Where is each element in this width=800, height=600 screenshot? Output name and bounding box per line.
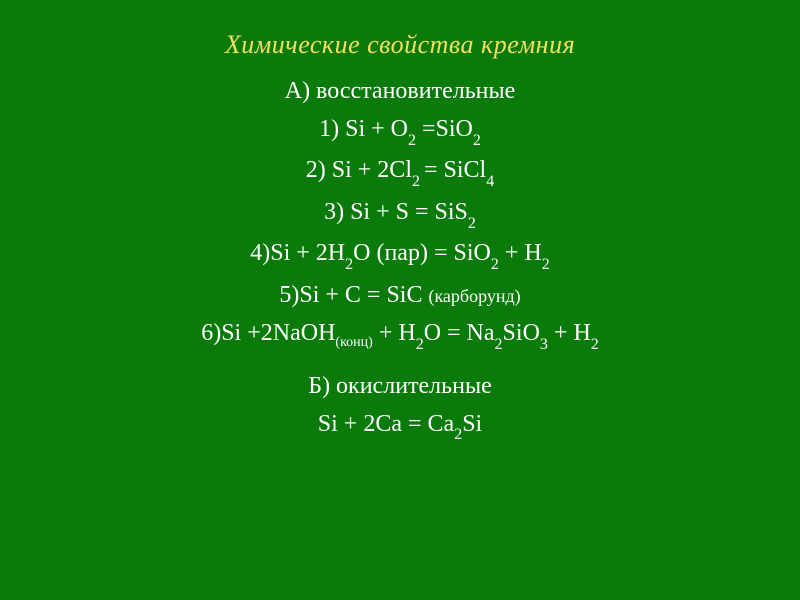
equation-6: 6)Si +2NaOH(конц) + H2O = Na2SiO3 + H2 [40, 317, 760, 353]
eq4-sub3: 2 [542, 256, 550, 273]
eqb1-text2: Si [462, 411, 482, 437]
eq2-sub2: 4 [486, 173, 494, 190]
eq4-sub2: 2 [491, 256, 499, 273]
eq6-sub4: 3 [540, 336, 548, 353]
eq6-text4: SiO [503, 320, 540, 346]
eq4-text3: + H [499, 240, 542, 266]
eq1-text: 1) Si + O [319, 116, 408, 142]
equation-3: 3) Si + S = SiS2 [40, 196, 760, 231]
section-a-header: А) восстановительные [40, 78, 760, 105]
eq1-text2: =SiO [416, 116, 473, 142]
eq6-sub2: 2 [416, 336, 424, 353]
eq6-text: 6)Si +2NaOH [201, 320, 335, 346]
equation-5: 5)Si + C = SiC (карборунд) [40, 279, 760, 311]
eq3-sub1: 2 [468, 215, 476, 232]
eq2-text: 2) Si + 2Cl [306, 157, 412, 183]
eqb1-sub1: 2 [454, 426, 462, 443]
eq6-text2: + H [373, 320, 416, 346]
eq3-text: 3) Si + S = SiS [324, 199, 468, 225]
eq6-text3: O = Na [424, 320, 495, 346]
eq2-text2: = SiCl [424, 157, 486, 183]
eq4-text2: O (пар) = SiO [353, 240, 491, 266]
eq1-sub1: 2 [408, 132, 416, 149]
section-b-header: Б) окислительные [40, 373, 760, 400]
equation-b1: Si + 2Ca = Ca2Si [40, 408, 760, 443]
equation-2: 2) Si + 2Cl2 = SiCl4 [40, 154, 760, 189]
eq6-sub5: 2 [591, 336, 599, 353]
eq5-text: 5)Si + C = SiC [279, 282, 428, 308]
eqb1-text: Si + 2Ca = Ca [318, 411, 454, 437]
eq4-sub1: 2 [345, 256, 353, 273]
equation-4: 4)Si + 2H2O (пар) = SiO2 + H2 [40, 237, 760, 272]
equation-1: 1) Si + O2 =SiO2 [40, 113, 760, 148]
eq1-sub2: 2 [473, 132, 481, 149]
slide-title: Химические свойства кремния [40, 30, 760, 60]
eq4-text: 4)Si + 2H [250, 240, 345, 266]
eq2-sub1: 2 [412, 173, 424, 190]
eq6-sub3: 2 [495, 336, 503, 353]
eq5-note: (карборунд) [428, 286, 520, 306]
eq6-sub1: (конц) [335, 335, 372, 350]
eq6-text5: + H [548, 320, 591, 346]
